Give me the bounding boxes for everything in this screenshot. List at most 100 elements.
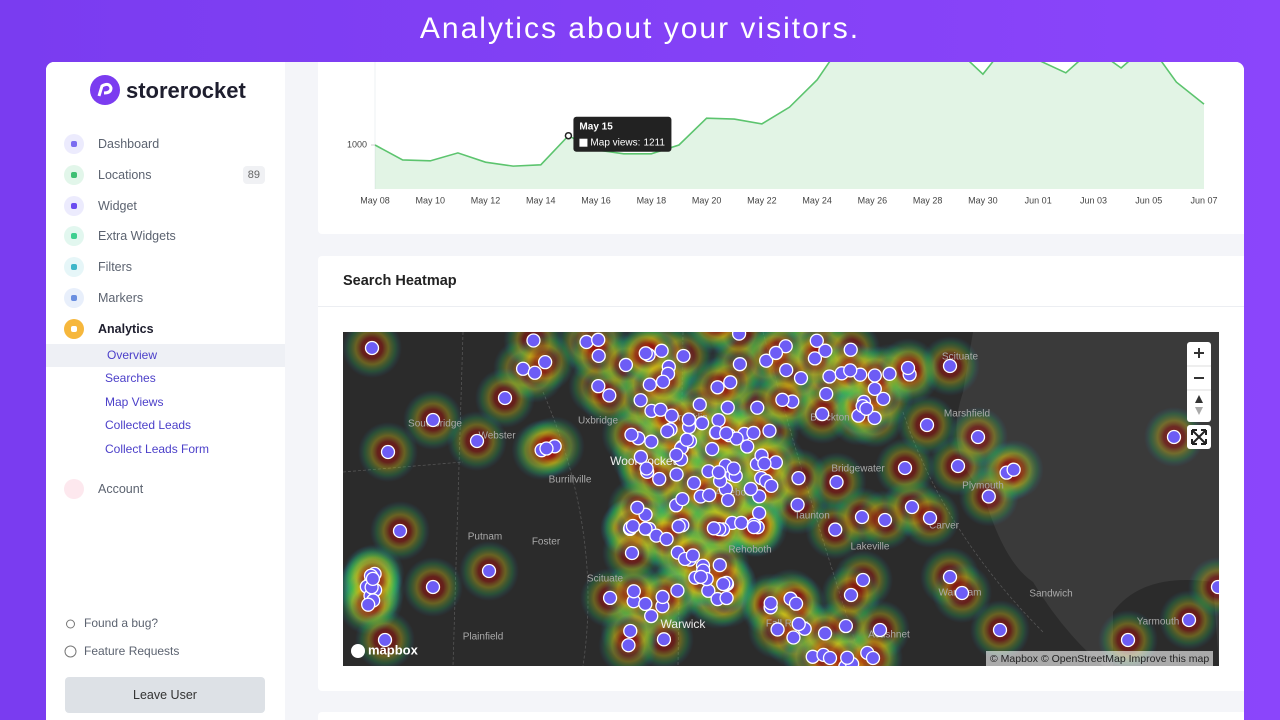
place-label: Webster xyxy=(478,431,516,442)
logo-mark xyxy=(351,644,365,658)
subnav-item[interactable]: Map Views xyxy=(105,394,164,409)
search-point xyxy=(539,441,554,456)
tooltip-swatch xyxy=(579,138,588,147)
hover-point xyxy=(564,131,573,140)
nav-item[interactable]: Extra Widgets xyxy=(46,224,285,248)
leave-button[interactable]: Leave User xyxy=(65,677,265,713)
search-point xyxy=(655,374,671,389)
search-point xyxy=(660,424,675,439)
place-label: Warwick xyxy=(661,617,707,631)
nav-item[interactable]: Locations 89 xyxy=(46,163,285,187)
x-tick-label: Jun 01 xyxy=(1025,195,1052,205)
search-point xyxy=(626,584,641,599)
search-point xyxy=(710,380,725,395)
attr: © Mapbox xyxy=(990,653,1039,665)
search-point xyxy=(630,500,645,515)
search-point xyxy=(701,487,717,503)
search-point xyxy=(855,572,871,588)
zoom-in xyxy=(1194,348,1204,358)
tooltip-text: Map views: 1211 xyxy=(590,137,665,148)
search-point xyxy=(954,585,970,601)
x-tick-label: May 30 xyxy=(968,195,998,205)
place-label: Rehoboth xyxy=(728,545,771,556)
nav-icon xyxy=(64,195,84,216)
place-label: Putnam xyxy=(468,532,502,543)
zoom-box xyxy=(1187,342,1211,422)
nav-icon-dot xyxy=(71,141,77,147)
nav-item[interactable]: Analytics xyxy=(46,317,285,341)
search-point xyxy=(656,632,672,647)
nav-icon-dot xyxy=(71,325,77,332)
search-point xyxy=(992,622,1008,638)
search-point xyxy=(922,510,938,526)
nav-label: Extra Widgets xyxy=(98,229,176,244)
search-point xyxy=(602,590,618,606)
search-point xyxy=(652,471,667,487)
search-point xyxy=(638,346,653,361)
search-point xyxy=(624,545,640,561)
nav-icon xyxy=(64,288,84,308)
search-point xyxy=(793,370,809,386)
tooltip-value: 1211 xyxy=(643,137,665,148)
subnav-item[interactable]: Overview xyxy=(107,348,158,362)
place-label: Burrillville xyxy=(549,475,592,486)
attr[interactable]: Improve this map xyxy=(1128,653,1210,665)
search-point xyxy=(693,569,708,585)
search-point xyxy=(779,362,794,378)
heat-spot xyxy=(1188,557,1219,617)
search-point xyxy=(633,393,648,408)
fullscreen-icon xyxy=(1191,429,1207,445)
x-tick-label: May 28 xyxy=(913,195,943,205)
search-point xyxy=(685,548,701,563)
nav-icon-dot xyxy=(71,295,77,301)
place-label: Plymouth xyxy=(962,481,1004,492)
search-point xyxy=(822,369,837,384)
card-title: Search Heatmap xyxy=(343,273,457,289)
search-point xyxy=(970,429,986,445)
nav-item[interactable]: Dashboard xyxy=(46,132,285,156)
nav-item[interactable]: Account xyxy=(46,477,285,501)
subnav-item[interactable]: Collect Leads Form xyxy=(105,441,210,456)
search-point xyxy=(818,343,833,358)
nav-label: Analytics xyxy=(98,321,154,336)
nav-item[interactable]: Filters xyxy=(46,255,285,279)
search-point xyxy=(642,377,657,392)
search-point xyxy=(809,333,824,348)
subnav-item[interactable]: Collected Leads xyxy=(105,418,192,433)
nav-item[interactable]: Widget xyxy=(46,194,285,218)
nav-badge: 89 xyxy=(242,165,265,184)
link-label: Found a bug? xyxy=(84,616,159,630)
search-point xyxy=(670,583,685,598)
place-label: Yarmouth xyxy=(1137,617,1180,628)
x-tick-label: May 08 xyxy=(360,195,390,205)
search-point xyxy=(872,622,888,638)
compass-s xyxy=(1195,407,1203,415)
search-point xyxy=(469,433,485,449)
search-point xyxy=(425,579,441,595)
footer-link[interactable]: Found a bug? xyxy=(46,611,285,635)
search-point xyxy=(942,569,958,585)
nav-label: Account xyxy=(98,482,144,496)
search-point xyxy=(867,410,882,426)
search-point xyxy=(669,467,684,482)
search-point xyxy=(900,360,916,376)
footer-link[interactable]: Feature Requests xyxy=(46,639,285,663)
search-point xyxy=(790,497,805,512)
search-point xyxy=(711,413,726,428)
map[interactable]: SouthbridgeWebsterUxbridgeWoonsocketFran… xyxy=(343,332,1219,666)
search-point xyxy=(664,408,679,423)
nav-item[interactable]: Markers xyxy=(46,286,285,310)
subnav-item[interactable]: Searches xyxy=(105,371,156,386)
search-point xyxy=(843,363,858,378)
line xyxy=(374,62,1205,167)
heat-spot xyxy=(843,628,903,666)
search-point xyxy=(526,333,541,348)
search-point xyxy=(791,616,806,632)
nav-icon-dot xyxy=(71,171,77,178)
search-point xyxy=(786,630,801,645)
active-bg xyxy=(46,344,285,367)
place-label: Sandwich xyxy=(1029,589,1072,600)
search-point xyxy=(768,345,784,361)
search-point xyxy=(919,417,935,433)
